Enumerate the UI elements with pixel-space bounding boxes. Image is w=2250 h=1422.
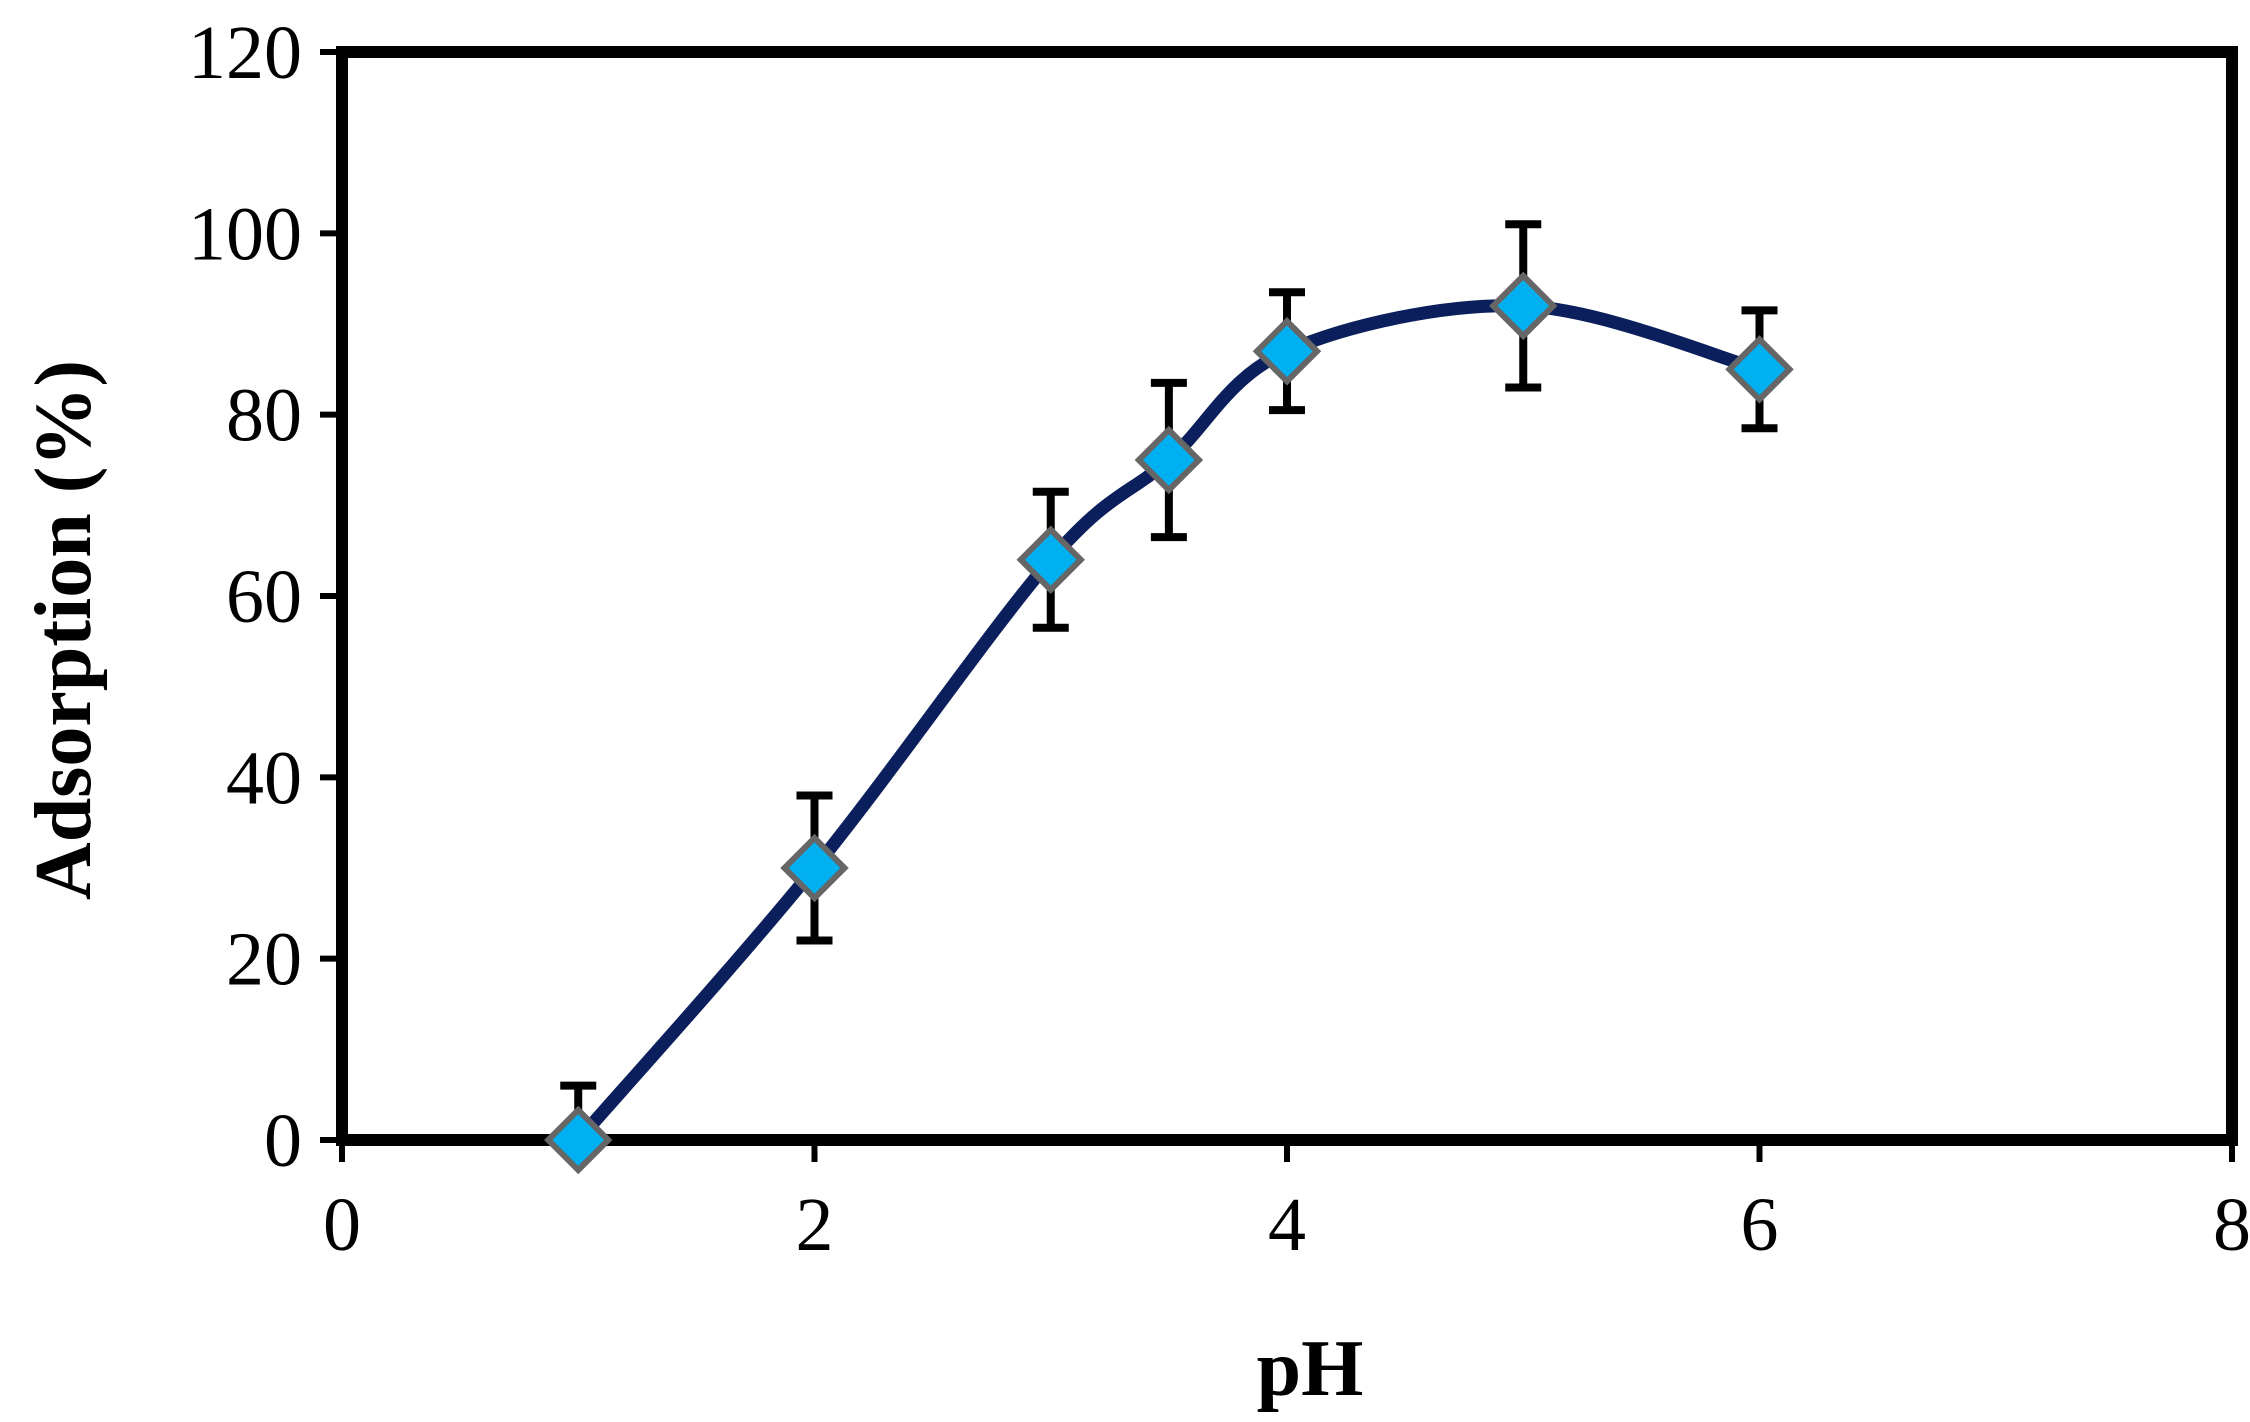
data-point-marker	[1252, 316, 1322, 386]
x-tick-label: 6	[1741, 1183, 1779, 1267]
data-point-marker	[1016, 525, 1085, 594]
data-point-marker	[780, 833, 849, 903]
error-bars	[560, 220, 1778, 1144]
data-point-marker	[1489, 271, 1558, 341]
data-markers	[544, 271, 1794, 1175]
y-tick-label: 40	[226, 736, 302, 820]
y-tick-label: 80	[226, 374, 302, 458]
y-tick-label: 120	[188, 11, 302, 95]
data-point-marker	[1725, 335, 1794, 404]
y-tick-label: 100	[188, 192, 302, 276]
y-tick-label: 20	[226, 918, 302, 1002]
plot-frame	[336, 46, 2238, 1146]
x-tick-label: 4	[1268, 1183, 1306, 1267]
x-tick-label: 0	[323, 1183, 361, 1267]
x-tick-label: 8	[2213, 1183, 2250, 1267]
y-axis-ticks: 0 20 40 60 80 100 120	[188, 11, 342, 1183]
y-tick-label: 0	[264, 1099, 302, 1183]
x-axis-ticks: 0 2 4 6 8	[323, 1140, 2250, 1267]
data-point-marker	[1134, 425, 1204, 495]
x-tick-label: 2	[796, 1183, 834, 1267]
y-tick-label: 60	[226, 555, 302, 639]
y-axis-title: Adsorption (%)	[20, 360, 108, 900]
data-point-marker	[544, 1105, 613, 1175]
x-axis-title: pH	[1257, 1325, 1364, 1413]
